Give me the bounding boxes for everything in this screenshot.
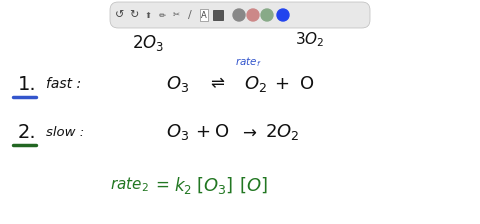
- Circle shape: [247, 9, 259, 21]
- Text: fast :: fast :: [46, 77, 81, 91]
- Text: 1.: 1.: [18, 75, 36, 93]
- Text: O: O: [215, 123, 229, 141]
- FancyBboxPatch shape: [213, 10, 223, 20]
- Text: slow :: slow :: [46, 125, 84, 138]
- Text: $[O_3]$: $[O_3]$: [196, 174, 234, 196]
- Circle shape: [277, 9, 289, 21]
- Text: /: /: [188, 10, 192, 20]
- Text: $O_2$: $O_2$: [243, 74, 266, 94]
- Text: rate$_f$: rate$_f$: [235, 55, 261, 69]
- Circle shape: [261, 9, 273, 21]
- Text: ✂: ✂: [172, 11, 180, 19]
- Text: rate$_2$: rate$_2$: [110, 176, 149, 194]
- Text: $k_2$: $k_2$: [174, 174, 192, 196]
- Text: +: +: [195, 123, 211, 141]
- Text: =: =: [155, 176, 169, 194]
- Text: $2O_2$: $2O_2$: [265, 122, 299, 142]
- Text: A: A: [201, 11, 207, 19]
- Text: $\rightarrow$: $\rightarrow$: [239, 123, 257, 141]
- Text: ↺: ↺: [115, 10, 125, 20]
- Text: O: O: [300, 75, 314, 93]
- Text: $\rightleftharpoons$: $\rightleftharpoons$: [207, 74, 225, 92]
- Text: $O_3$: $O_3$: [167, 122, 190, 142]
- Text: $[O]$: $[O]$: [239, 175, 267, 195]
- Text: 2.: 2.: [18, 123, 36, 142]
- Text: +: +: [275, 75, 289, 93]
- Text: $3O_2$: $3O_2$: [295, 31, 324, 49]
- Text: ⬆: ⬆: [144, 11, 152, 19]
- Text: ↻: ↻: [129, 10, 139, 20]
- Circle shape: [233, 9, 245, 21]
- Text: $O_3$: $O_3$: [167, 74, 190, 94]
- FancyBboxPatch shape: [110, 2, 370, 28]
- Text: ✏: ✏: [158, 11, 166, 19]
- Text: $2O_3$: $2O_3$: [132, 33, 164, 53]
